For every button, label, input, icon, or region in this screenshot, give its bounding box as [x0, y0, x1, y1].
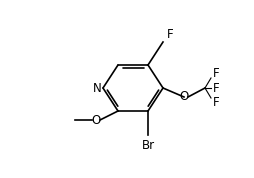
Text: F: F: [167, 27, 174, 41]
Text: O: O: [179, 90, 189, 103]
Text: N: N: [93, 82, 101, 95]
Text: O: O: [91, 114, 101, 127]
Text: F: F: [213, 67, 220, 80]
Text: F: F: [213, 82, 220, 95]
Text: F: F: [213, 96, 220, 109]
Text: Br: Br: [141, 139, 155, 152]
